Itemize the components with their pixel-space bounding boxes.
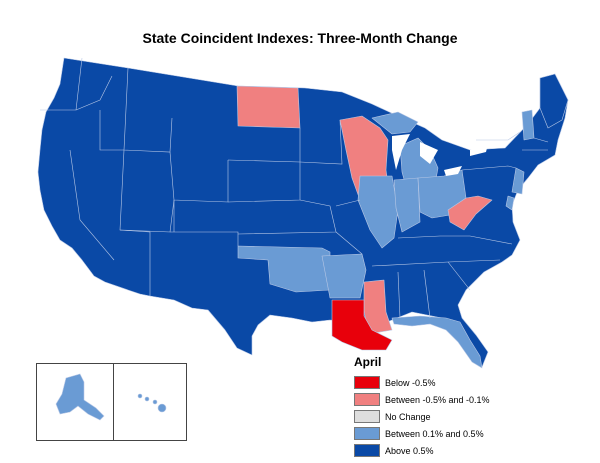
legend-swatch (354, 427, 380, 440)
legend-item: Below -0.5% (354, 374, 490, 391)
florida-shape (391, 315, 483, 369)
legend-title: April (354, 355, 382, 369)
arkansas-shape (321, 253, 367, 299)
legend-label: Between 0.1% and 0.5% (385, 428, 484, 439)
legend-swatch (354, 410, 380, 423)
indiana-shape (393, 177, 421, 233)
west-virginia-shape (447, 195, 493, 231)
map-legend: April Below -0.5% Between -0.5% and -0.1… (354, 355, 490, 459)
legend-item: Between 0.1% and 0.5% (354, 425, 490, 442)
map-title: State Coincident Indexes: Three-Month Ch… (142, 30, 458, 46)
maine-shape (539, 73, 569, 129)
legend-label: Above 0.5% (385, 445, 434, 456)
legend-label: Below -0.5% (385, 377, 436, 388)
legend-label: No Change (385, 411, 431, 422)
legend-swatch (354, 376, 380, 389)
legend-swatch (354, 444, 380, 457)
illinois-shape (357, 175, 399, 249)
louisiana-shape (331, 299, 393, 351)
legend-item: No Change (354, 408, 490, 425)
mainland-us-shape (37, 57, 569, 368)
alaska-hawaii-inset (36, 363, 187, 441)
delaware-shape (505, 195, 515, 211)
oklahoma-shape (237, 245, 331, 293)
alaska-shape (55, 373, 105, 421)
legend-label: Between -0.5% and -0.1% (385, 394, 490, 405)
michigan-upper-shape (371, 111, 419, 135)
inset-divider (113, 364, 114, 440)
hawaii-shape (137, 393, 167, 413)
legend-item: Above 0.5% (354, 442, 490, 459)
vermont-shape (521, 109, 535, 141)
legend-item: Between -0.5% and -0.1% (354, 391, 490, 408)
legend-swatch (354, 393, 380, 406)
north-dakota-shape (236, 85, 301, 129)
new-jersey-shape (511, 167, 525, 195)
